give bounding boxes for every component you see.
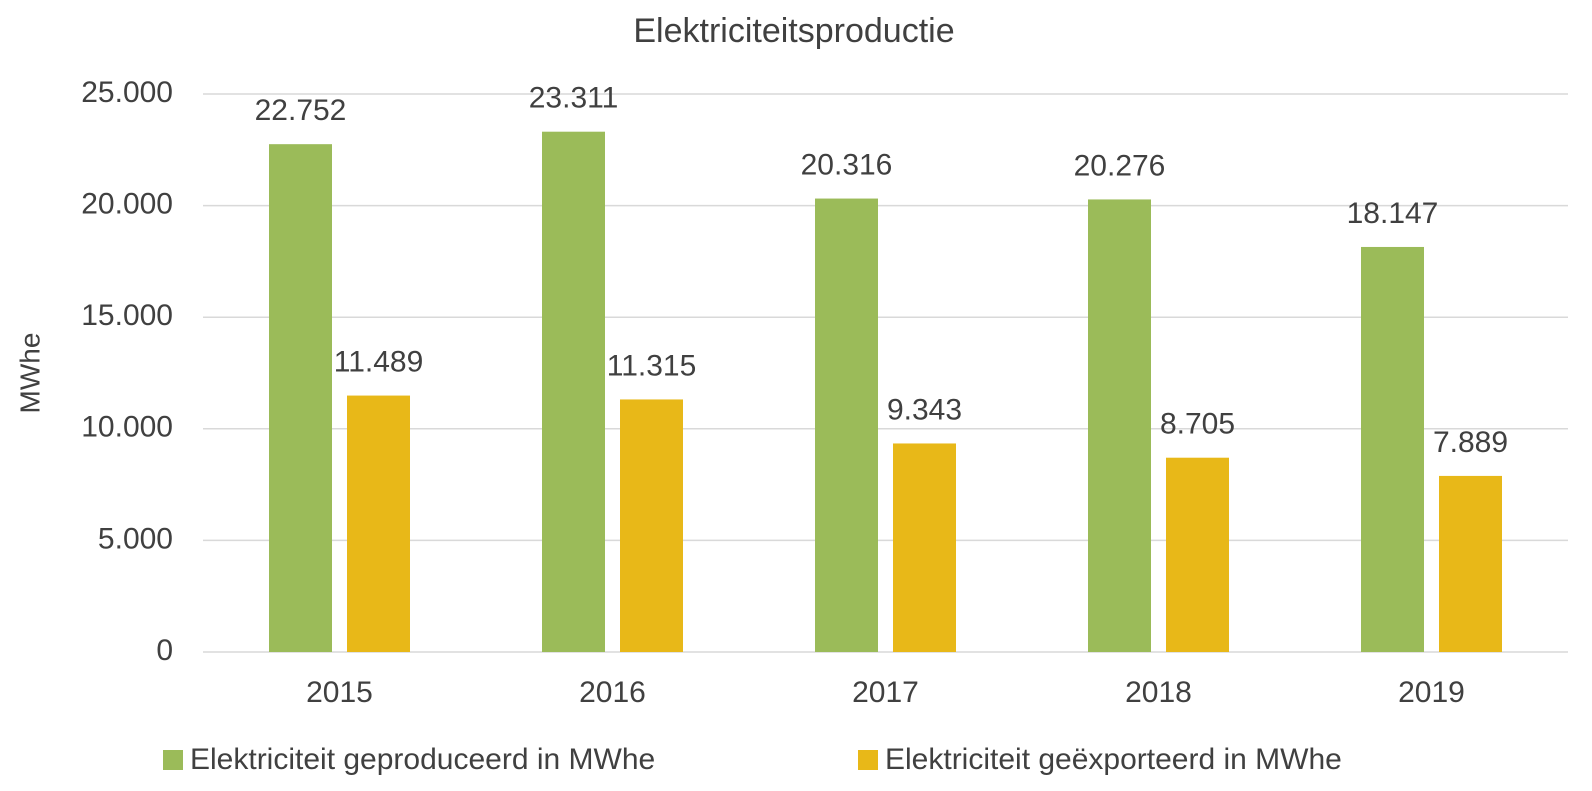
bar <box>1088 199 1151 652</box>
bar <box>542 131 605 652</box>
bar <box>815 198 878 652</box>
y-tick-label: 0 <box>156 634 173 667</box>
y-tick-label: 25.000 <box>81 76 173 109</box>
data-label: 8.705 <box>1160 408 1235 441</box>
data-label: 7.889 <box>1433 426 1508 459</box>
legend-swatch <box>858 750 878 770</box>
data-label: 22.752 <box>255 94 347 127</box>
y-tick-label: 15.000 <box>81 299 173 332</box>
y-tick-label: 10.000 <box>81 411 173 444</box>
data-label: 11.315 <box>607 349 697 382</box>
legend-swatch <box>163 750 183 770</box>
x-tick-label: 2018 <box>1125 676 1192 709</box>
data-label: 9.343 <box>887 393 962 426</box>
data-label: 20.276 <box>1074 149 1166 182</box>
x-tick-label: 2019 <box>1398 676 1465 709</box>
chart-title: Elektriciteitsproductie <box>633 12 954 50</box>
data-label: 23.311 <box>529 82 619 115</box>
x-tick-label: 2016 <box>579 676 646 709</box>
bar <box>269 144 332 652</box>
legend-label: Elektriciteit geëxporteerd in MWhe <box>885 743 1342 776</box>
y-tick-label: 20.000 <box>81 188 173 221</box>
y-tick-label: 5.000 <box>98 522 173 555</box>
data-label: 11.489 <box>334 345 424 378</box>
bar <box>1361 246 1424 652</box>
data-label: 18.147 <box>1347 197 1439 230</box>
data-label: 20.316 <box>801 148 893 181</box>
y-axis-label: MWhe <box>14 333 45 414</box>
bar <box>1166 457 1229 652</box>
bar <box>620 399 683 652</box>
bar <box>893 443 956 652</box>
bar <box>1439 475 1502 652</box>
legend-label: Elektriciteit geproduceerd in MWhe <box>190 743 655 776</box>
x-tick-label: 2015 <box>306 676 373 709</box>
x-tick-label: 2017 <box>852 676 919 709</box>
bar <box>347 395 410 652</box>
